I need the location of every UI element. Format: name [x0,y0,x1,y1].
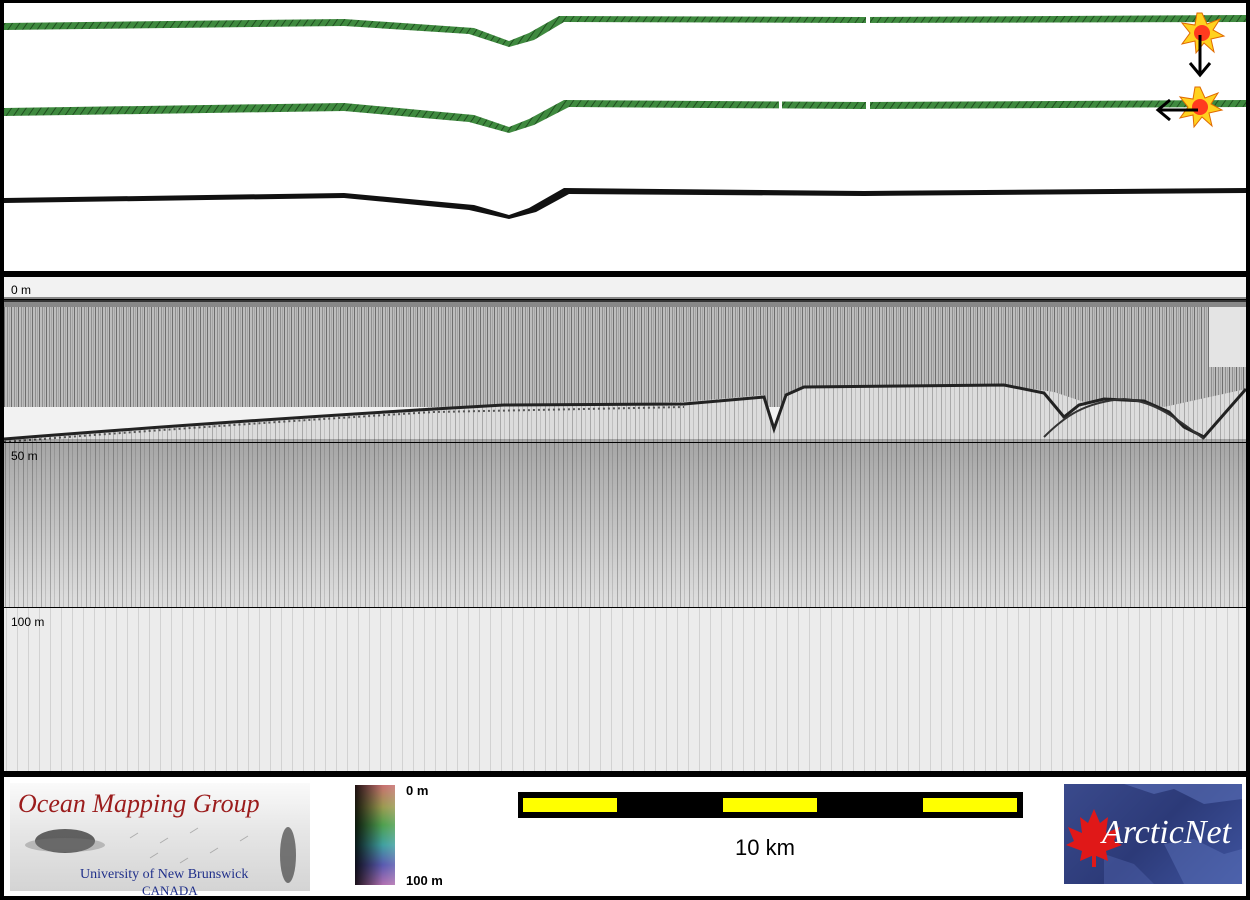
arrow-down-icon [1188,35,1212,78]
maple-leaf-icon [1066,809,1122,867]
arcticnet-logo: ArcticNet [1064,784,1242,884]
colorbar-min-label: 0 m [406,783,429,798]
arcticnet-logo-text: ArcticNet [1102,814,1232,851]
omg-title: Ocean Mapping Group [18,789,260,818]
swath-tracks [4,11,1246,219]
scale-bar-segment [923,798,1017,812]
depth-label-50: 50 m [11,449,38,463]
ocean-mapping-group-logo: Ocean Mapping Group University of New Br… [10,783,310,896]
swath-track-3 [4,188,1246,219]
swath-track-panel [4,3,1246,271]
arcticnet-map-graphic [1066,784,1242,884]
scale-bar-segment [723,798,817,812]
swath-track-1 [4,15,1246,47]
omg-university: University of New Brunswick [80,867,249,882]
depth-colorbar [355,785,395,885]
legend-panel: Ocean Mapping Group University of New Br… [4,777,1246,896]
depth-label-100: 100 m [11,615,45,629]
depth-label-0: 0 m [11,283,32,297]
arrow-left-icon [1155,98,1198,122]
omg-country: CANADA [142,883,198,896]
echogram-image [4,297,1246,771]
depth-gridline-0 [4,299,1246,300]
seabed-reflector [4,383,1246,441]
swath-track-2 [4,100,1246,133]
scale-bar-label: 10 km [735,835,795,860]
scale-bar-segment [523,798,617,812]
depth-gridline-50 [4,442,1246,443]
scale-bar [518,792,1023,818]
omg-logo-graphic [25,827,296,883]
echogram-panel: 0 m 50 m 100 m [4,277,1246,771]
colorbar-max-label: 100 m [406,873,443,888]
depth-gridline-100 [4,607,1246,608]
